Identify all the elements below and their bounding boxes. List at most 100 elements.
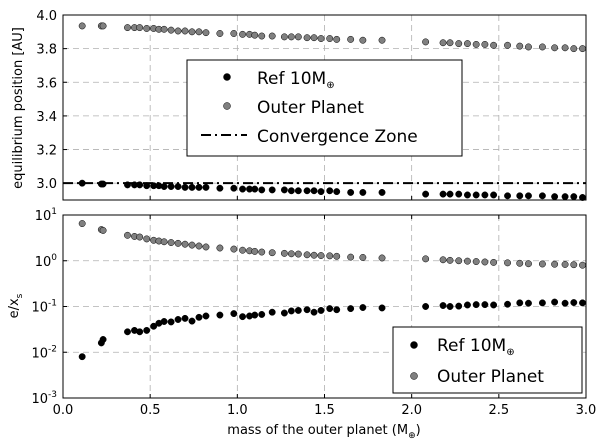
top-point [258, 186, 266, 194]
bottom-point [280, 309, 288, 317]
x-tick-label: 2.5 [488, 403, 509, 418]
bottom-point [359, 304, 367, 311]
top-point [490, 41, 498, 49]
bottom-point [167, 318, 175, 326]
top-point [78, 22, 86, 30]
top-point [294, 187, 302, 195]
bottom-legend: Ref 10M⊕ Outer Planet [392, 326, 583, 394]
bottom-point [251, 311, 259, 319]
top-point [347, 188, 355, 196]
bottom-point [326, 305, 334, 313]
bottom-point [525, 299, 532, 307]
bottom-point [347, 305, 355, 313]
top-point [239, 30, 247, 38]
bottom-point [551, 298, 559, 306]
top-point [258, 32, 266, 40]
top-point [239, 185, 247, 193]
top-point [455, 40, 463, 48]
top-point [216, 30, 224, 37]
top-point [446, 39, 454, 47]
bottom-point [317, 252, 325, 259]
top-point [136, 24, 144, 32]
bottom-point [422, 255, 430, 263]
bottom-point [216, 244, 224, 252]
bottom-y-tick-label: 101 [35, 207, 57, 224]
top-point [570, 193, 578, 201]
bottom-data-points [78, 220, 586, 361]
bottom-point [317, 306, 325, 314]
top-point [333, 35, 341, 43]
bottom-point [579, 261, 586, 269]
bottom-point [333, 252, 341, 260]
top-point [268, 186, 276, 194]
bottom-point [202, 243, 210, 251]
bottom-point [422, 303, 430, 310]
x-tick-label: 2.0 [401, 403, 422, 418]
top-point [160, 25, 168, 33]
bottom-point [287, 250, 295, 258]
top-point [422, 38, 430, 46]
top-point [280, 186, 288, 194]
bottom-point [239, 246, 247, 254]
top-point [251, 185, 259, 193]
bottom-point [230, 310, 238, 318]
top-point [422, 190, 430, 198]
top-y-tick-label: 3.2 [36, 144, 57, 159]
top-y-tick-label: 4.0 [36, 9, 57, 24]
x-tick-label: 1.0 [227, 403, 248, 418]
top-point [525, 192, 532, 200]
top-point [317, 35, 325, 42]
bottom-point [472, 301, 480, 309]
bottom-point [174, 239, 182, 247]
bottom-point [251, 247, 259, 255]
bottom-point [124, 231, 131, 239]
top-legend: Ref 10M⊕ Outer Planet Convergence Zone [186, 59, 463, 157]
top-point [538, 192, 546, 200]
top-point [326, 35, 334, 42]
top-point [551, 193, 559, 201]
bottom-point [188, 317, 196, 325]
bottom-legend-ref-marker [410, 341, 418, 349]
bottom-point [280, 249, 288, 257]
bottom-point [181, 240, 189, 248]
bottom-point [258, 248, 266, 256]
top-point [481, 40, 489, 48]
top-point [143, 25, 151, 32]
bottom-point [143, 326, 151, 334]
top-point [167, 183, 175, 190]
bottom-point [347, 253, 355, 261]
bottom-point [504, 259, 511, 267]
bottom-point [294, 250, 302, 258]
bottom-point [78, 220, 86, 228]
bottom-point [516, 299, 524, 307]
top-point [167, 26, 175, 34]
top-point [464, 191, 471, 199]
bottom-point [570, 261, 578, 269]
top-point [78, 179, 86, 187]
bottom-point [359, 254, 367, 261]
bottom-point [579, 299, 586, 307]
bottom-y-tick-label: 10-3 [31, 390, 57, 407]
top-point [359, 36, 367, 44]
x-tick-label: 0.0 [53, 403, 74, 418]
bottom-point [150, 322, 158, 330]
top-point [579, 45, 586, 53]
bottom-point [258, 311, 266, 318]
top-point [439, 190, 447, 198]
top-point [251, 31, 259, 39]
bottom-point [78, 353, 86, 361]
bottom-point [143, 235, 151, 243]
bottom-point [378, 304, 386, 312]
bottom-point [464, 257, 471, 265]
top-point [504, 192, 511, 200]
bottom-point [303, 306, 311, 314]
bottom-point [525, 260, 532, 268]
bottom-point [446, 303, 454, 310]
bottom-point [538, 260, 546, 268]
bottom-point [378, 254, 386, 262]
top-point [230, 30, 238, 37]
top-y-tick-label: 3.8 [36, 43, 57, 58]
top-y-tick-label: 3.6 [36, 76, 57, 91]
top-point [359, 188, 367, 196]
